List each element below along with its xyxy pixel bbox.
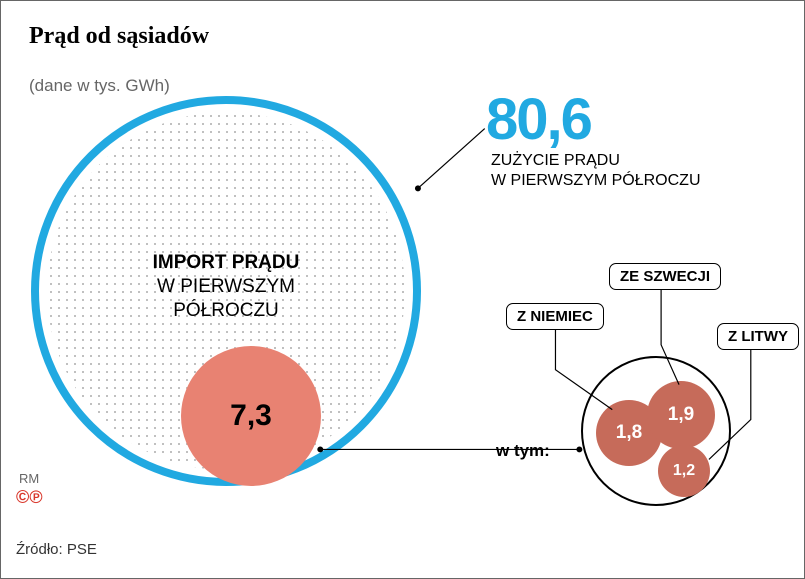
import-label-bold: IMPORT PRĄDU	[153, 252, 300, 273]
copyright-c-icon: ©	[16, 487, 29, 507]
import-label: IMPORT PRĄDU W PIERWSZYM PÓŁROCZU	[126, 251, 326, 322]
callout-litwa: Z LITWY	[717, 323, 799, 350]
callout-szwecja: ZE SZWECJI	[609, 263, 721, 290]
import-label-line3: PÓŁROCZU	[173, 300, 279, 321]
bubble-litwa-value: 1,2	[673, 462, 695, 480]
credit-copyright: ©℗	[16, 487, 43, 508]
total-value-label: ZUŻYCIE PRĄDU W PIERWSZYM PÓŁROCZU	[491, 151, 701, 191]
callout-niemcy: Z NIEMIEC	[506, 303, 604, 330]
source-value: PSE	[67, 541, 97, 558]
bubble-litwa: 1,2	[658, 445, 710, 497]
chart-subtitle: (dane w tys. GWh)	[29, 76, 170, 96]
credit-source: Źródło: PSE	[16, 541, 97, 558]
bubble-szwecja-value: 1,9	[668, 404, 694, 426]
chart-title: Prąd od sąsiadów	[29, 23, 209, 50]
wtym-label: w tym:	[496, 441, 550, 461]
bubble-niemcy-value: 1,8	[616, 422, 642, 444]
copyright-p-icon: ℗	[29, 487, 42, 507]
import-value: 7,3	[230, 399, 272, 433]
credit-rm: RM	[19, 471, 39, 486]
bubble-szwecja: 1,9	[647, 381, 715, 449]
total-label-line1: ZUŻYCIE PRĄDU	[491, 152, 620, 169]
source-label: Źródło:	[16, 541, 67, 558]
total-value: 80,6	[486, 86, 591, 153]
import-value-circle: 7,3	[181, 346, 321, 486]
total-label-line2: W PIERWSZYM PÓŁROCZU	[491, 172, 701, 189]
import-label-line2: W PIERWSZYM	[157, 276, 295, 297]
